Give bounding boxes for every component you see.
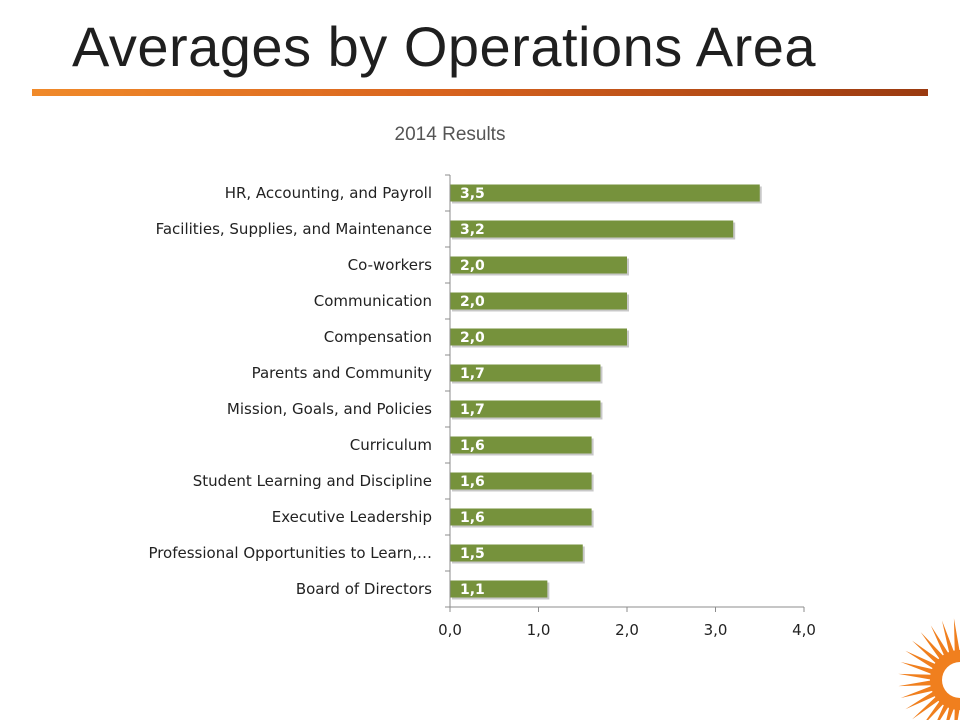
category-label: Professional Opportunities to Learn,… (148, 544, 432, 562)
category-label: Curriculum (350, 436, 432, 454)
category-label: Parents and Community (252, 364, 433, 382)
logo-ray (898, 673, 933, 680)
bar (450, 292, 627, 310)
category-label: Board of Directors (296, 580, 432, 598)
data-label: 1,6 (460, 474, 485, 490)
logo-ray (912, 640, 941, 665)
bar (450, 472, 592, 490)
category-label: Executive Leadership (272, 508, 432, 526)
logo-ray (898, 680, 933, 687)
bar (450, 256, 627, 274)
data-label: 1,6 (460, 510, 485, 526)
x-tick-label: 3,0 (704, 621, 728, 639)
bars-layer (450, 184, 762, 600)
data-label: 1,1 (460, 582, 485, 598)
data-label: 1,7 (460, 402, 485, 418)
data-label: 1,7 (460, 366, 485, 382)
bar (450, 544, 583, 562)
data-label: 2,0 (460, 258, 485, 274)
category-label: Mission, Goals, and Policies (227, 400, 432, 418)
category-label: Student Learning and Discipline (193, 472, 432, 490)
logo-ray (946, 705, 955, 720)
data-label: 1,6 (460, 438, 485, 454)
category-label: Compensation (324, 328, 432, 346)
logo-ray (900, 685, 935, 698)
bar (450, 580, 548, 598)
logo-ray (905, 650, 937, 670)
bar (450, 220, 734, 238)
labels-layer: 0,0 1,0 2,0 3,0 4,0 HR, Accounting, and Payro… (148, 184, 815, 639)
data-label: 2,0 (460, 330, 485, 346)
chart-title: 2014 Results (395, 124, 506, 145)
logo-ray (926, 699, 945, 720)
data-label: 3,2 (460, 222, 485, 238)
axis-layer (445, 174, 805, 612)
slide-title: Averages by Operations Area (72, 15, 817, 78)
data-label: 3,5 (460, 186, 485, 202)
logo-ray (930, 625, 950, 657)
data-label: 1,5 (460, 546, 485, 562)
logo-ray (942, 620, 955, 655)
logo-ray (920, 632, 945, 661)
x-tick-label: 2,0 (615, 621, 639, 639)
bar (450, 184, 760, 202)
bar (450, 436, 592, 454)
x-tick-label: 0,0 (438, 621, 462, 639)
bar (450, 364, 601, 382)
data-label: 2,0 (460, 294, 485, 310)
bar (450, 508, 592, 526)
bar (450, 328, 627, 346)
category-label: Facilities, Supplies, and Maintenance (156, 220, 432, 238)
x-tick-label: 1,0 (527, 621, 551, 639)
category-label: Co-workers (348, 256, 433, 274)
logo-ray (900, 662, 935, 675)
logo-ray (954, 707, 960, 720)
bar (450, 400, 601, 418)
logo-ray (953, 618, 960, 653)
category-label: Communication (314, 292, 432, 310)
sunburst-logo-icon (898, 618, 960, 720)
logo-ray (912, 695, 941, 720)
logo-ray (905, 690, 937, 710)
x-tick-label: 4,0 (792, 621, 816, 639)
category-label: HR, Accounting, and Payroll (225, 184, 432, 202)
title-divider (32, 89, 928, 96)
logo-ray (937, 703, 950, 720)
